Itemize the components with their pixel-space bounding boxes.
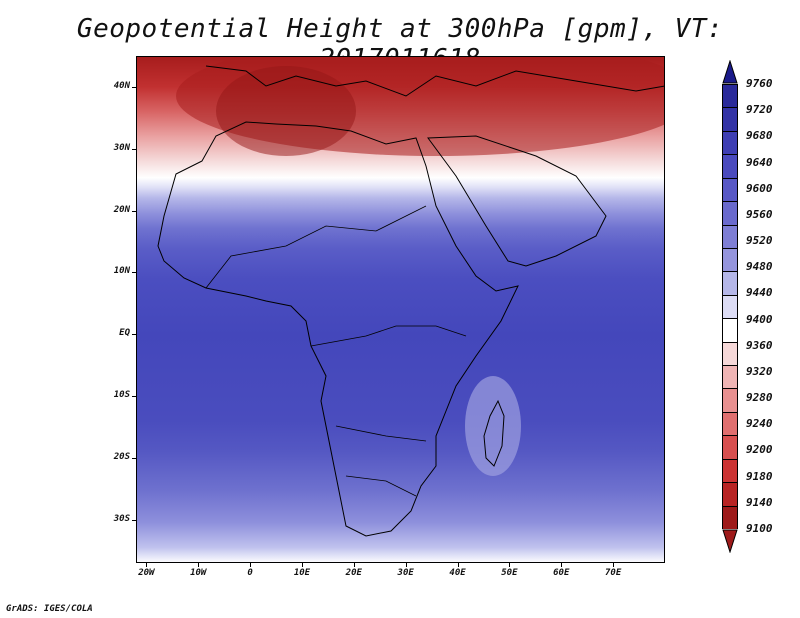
colorbar-segment [722,365,738,389]
lon-label: 60E [553,568,570,578]
lat-tick [132,210,136,212]
lon-label: 70E [604,568,622,578]
lon-label: 30E [397,568,414,578]
lon-label: 20E [345,568,362,578]
colorbar-label: 9200 [746,443,773,457]
grads-credit: GrADS: IGES/COLA [6,604,93,614]
colorbar-segment [722,411,738,436]
colorbar-segment [722,224,738,248]
colorbar-segment [722,271,738,295]
colorbar-segment [722,130,738,155]
lon-tick [146,563,148,567]
colorbar-segment [722,482,738,506]
colorbar-label: 9360 [746,338,773,352]
colorbar-label: 9440 [746,286,773,300]
lon-label: 40E [449,568,466,578]
colorbar-segment [722,154,738,178]
lon-label: 50E [501,568,518,578]
colorbar-segment [722,247,738,272]
colorbar-label: 9480 [746,260,773,274]
colorbar-segment [722,294,738,319]
colorbar-segment [722,201,738,225]
colorbar-label: 9100 [746,522,773,535]
lat-tick [132,148,136,150]
colorbar-label: 9320 [746,364,773,378]
lon-label: 20W [138,568,155,578]
lat-label: 30S [113,513,130,524]
colorbar-label: 9400 [746,312,773,326]
colorbar-segment [722,388,738,412]
colorbar-bottom-arrow [722,529,738,553]
continent-outlines [157,56,665,537]
colorbar-label: 9560 [746,207,773,221]
lat-label: 20S [113,451,130,462]
colorbar-label: 9280 [746,391,773,405]
colorbar-label: 9180 [746,469,773,483]
lon-tick [561,563,563,567]
lon-tick [405,563,407,567]
lon-tick [353,563,355,567]
geopotential-height-map [136,56,665,563]
lat-label: EQ [119,328,130,339]
lat-tick [132,272,136,274]
colorbar-label: 9640 [746,155,773,169]
lon-label: 0 [247,568,253,578]
colorbar-label: 9760 [746,77,773,90]
colorbar-segment [722,458,738,483]
lon-tick [613,563,615,567]
lat-tick [132,457,136,459]
lat-tick [132,334,136,336]
lon-label: 10W [190,568,207,578]
lat-tick [132,86,136,88]
lon-tick [301,563,303,567]
lat-tick [132,396,136,398]
colorbar-segment [722,177,738,202]
colorbar-label: 9680 [746,129,773,143]
lat-label: 30N [113,142,130,153]
colorbar-segment [722,84,738,108]
lat-tick [132,519,136,521]
colorbar-segment [722,341,738,366]
lon-tick [509,563,511,567]
colorbar [722,60,738,553]
colorbar-segment [722,505,738,529]
lon-label: 10E [293,568,311,578]
lat-label: 10S [113,390,130,401]
colorbar-segment [722,435,738,459]
lat-label: 40N [113,80,130,91]
lat-label: 20N [113,204,130,215]
lon-tick [198,563,200,567]
lat-label: 10N [113,266,130,277]
lon-tick [250,563,252,567]
colorbar-label: 9140 [746,495,773,509]
colorbar-segment [722,318,738,342]
colorbar-label: 9520 [746,234,773,248]
colorbar-label: 9240 [746,417,773,431]
colorbar-top-arrow [722,60,738,84]
lon-tick [457,563,459,567]
colorbar-label: 9600 [746,181,773,195]
colorbar-segment [722,107,738,131]
colorbar-label: 9720 [746,103,773,117]
